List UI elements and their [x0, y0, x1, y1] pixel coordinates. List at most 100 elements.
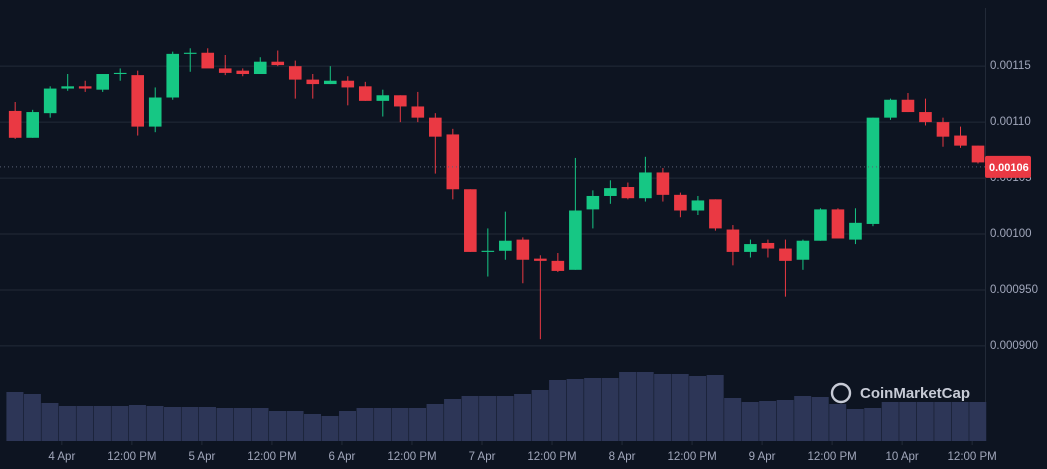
volume-bar [759, 401, 777, 441]
candle-body [604, 188, 617, 196]
watermark-logo [830, 382, 852, 404]
candle-body [586, 195, 600, 210]
volume-bar [321, 416, 339, 441]
candle-body [411, 106, 425, 118]
candle-body [884, 99, 897, 118]
candle-body [236, 70, 250, 75]
volume-bar [198, 407, 216, 441]
volume-bar [391, 408, 409, 441]
volume-bar [549, 380, 567, 441]
candle-body [691, 200, 705, 211]
candle-body [709, 199, 722, 229]
volume-bar [794, 396, 812, 441]
candle-body [954, 135, 967, 146]
volume-bar [811, 397, 829, 441]
candle-body [323, 80, 337, 85]
candle-body [919, 112, 932, 123]
y-tick-label: 0.00115 [990, 60, 1031, 72]
candle-body [849, 222, 862, 240]
volume-bar [829, 404, 847, 441]
volume-bar [93, 406, 111, 441]
candle-body [394, 95, 407, 107]
volume-bar [531, 390, 549, 441]
candle-body [271, 61, 285, 66]
volume-bar [251, 408, 269, 441]
candle-body [341, 80, 355, 88]
x-tick-label: 12:00 PM [107, 451, 156, 463]
candle-body [306, 79, 320, 85]
candle-body [253, 61, 267, 75]
candle-body [446, 134, 460, 190]
candle-body [866, 117, 880, 224]
volume-bar [216, 408, 234, 441]
volume-bar [23, 394, 41, 441]
candle-body [481, 250, 495, 252]
candle-body [96, 74, 110, 90]
candle-body [183, 52, 197, 54]
candle-body [639, 172, 652, 199]
candle-body [726, 229, 740, 252]
candle-body [61, 86, 74, 89]
candle-body [936, 122, 950, 137]
grid [0, 65, 985, 347]
x-tick-label: 7 Apr [469, 451, 496, 463]
candle-body [796, 240, 810, 260]
volume-bar [706, 375, 724, 441]
volume-bar [128, 405, 146, 441]
candle-body [288, 66, 302, 80]
volume-bar [269, 411, 287, 441]
volume-bar [671, 374, 689, 441]
volume-bar [619, 372, 637, 441]
volume-bar [339, 411, 357, 441]
volume-bar [111, 406, 129, 441]
volume-bar [286, 411, 304, 441]
volume-bar [969, 402, 987, 441]
volume-bar [584, 378, 602, 441]
candle-body [166, 53, 180, 98]
volume-bar [163, 407, 181, 441]
last-price-label: 0.00106 [989, 162, 1029, 174]
x-tick-label: 4 Apr [48, 451, 75, 463]
candle-body [551, 260, 565, 271]
volume-bar [881, 402, 899, 441]
volume-bar [374, 408, 392, 441]
candle-body [131, 75, 145, 127]
volume-bar [864, 408, 882, 441]
x-tick-label: 5 Apr [188, 451, 215, 463]
candle-body [43, 88, 57, 114]
x-tick-label: 8 Apr [609, 451, 636, 463]
candle-body [516, 239, 530, 260]
volume-bar [916, 402, 934, 441]
candle-body [901, 99, 915, 113]
volume-bar [444, 399, 462, 441]
candle-body [761, 242, 775, 249]
volume-bar [776, 400, 794, 441]
volume-bar [514, 394, 532, 441]
volume-bar [951, 402, 969, 441]
candle-body [971, 145, 985, 163]
watermark-text: CoinMarketCap [860, 385, 970, 402]
candle-body [113, 72, 127, 75]
volume-bar [233, 408, 252, 441]
candle-body [148, 97, 162, 127]
volume-bar [636, 372, 654, 441]
volume-bar [181, 407, 199, 441]
x-tick-label: 12:00 PM [807, 451, 856, 463]
candle-body [358, 86, 372, 101]
volume-bar [496, 396, 514, 441]
x-tick-label: 12:00 PM [667, 451, 716, 463]
candle-body [26, 112, 39, 138]
candle-body [499, 240, 512, 251]
volume-bar [601, 378, 619, 441]
x-tick-label: 6 Apr [329, 451, 356, 463]
x-tick-label: 12:00 PM [948, 451, 997, 463]
candle-body [376, 95, 390, 101]
volume-bar [426, 404, 444, 441]
volume-bars [6, 372, 987, 441]
x-tick-label: 10 Apr [886, 451, 919, 463]
candle-body [201, 52, 215, 69]
candle-body [621, 187, 635, 199]
volume-bar [689, 376, 707, 441]
candle-body [8, 110, 22, 138]
